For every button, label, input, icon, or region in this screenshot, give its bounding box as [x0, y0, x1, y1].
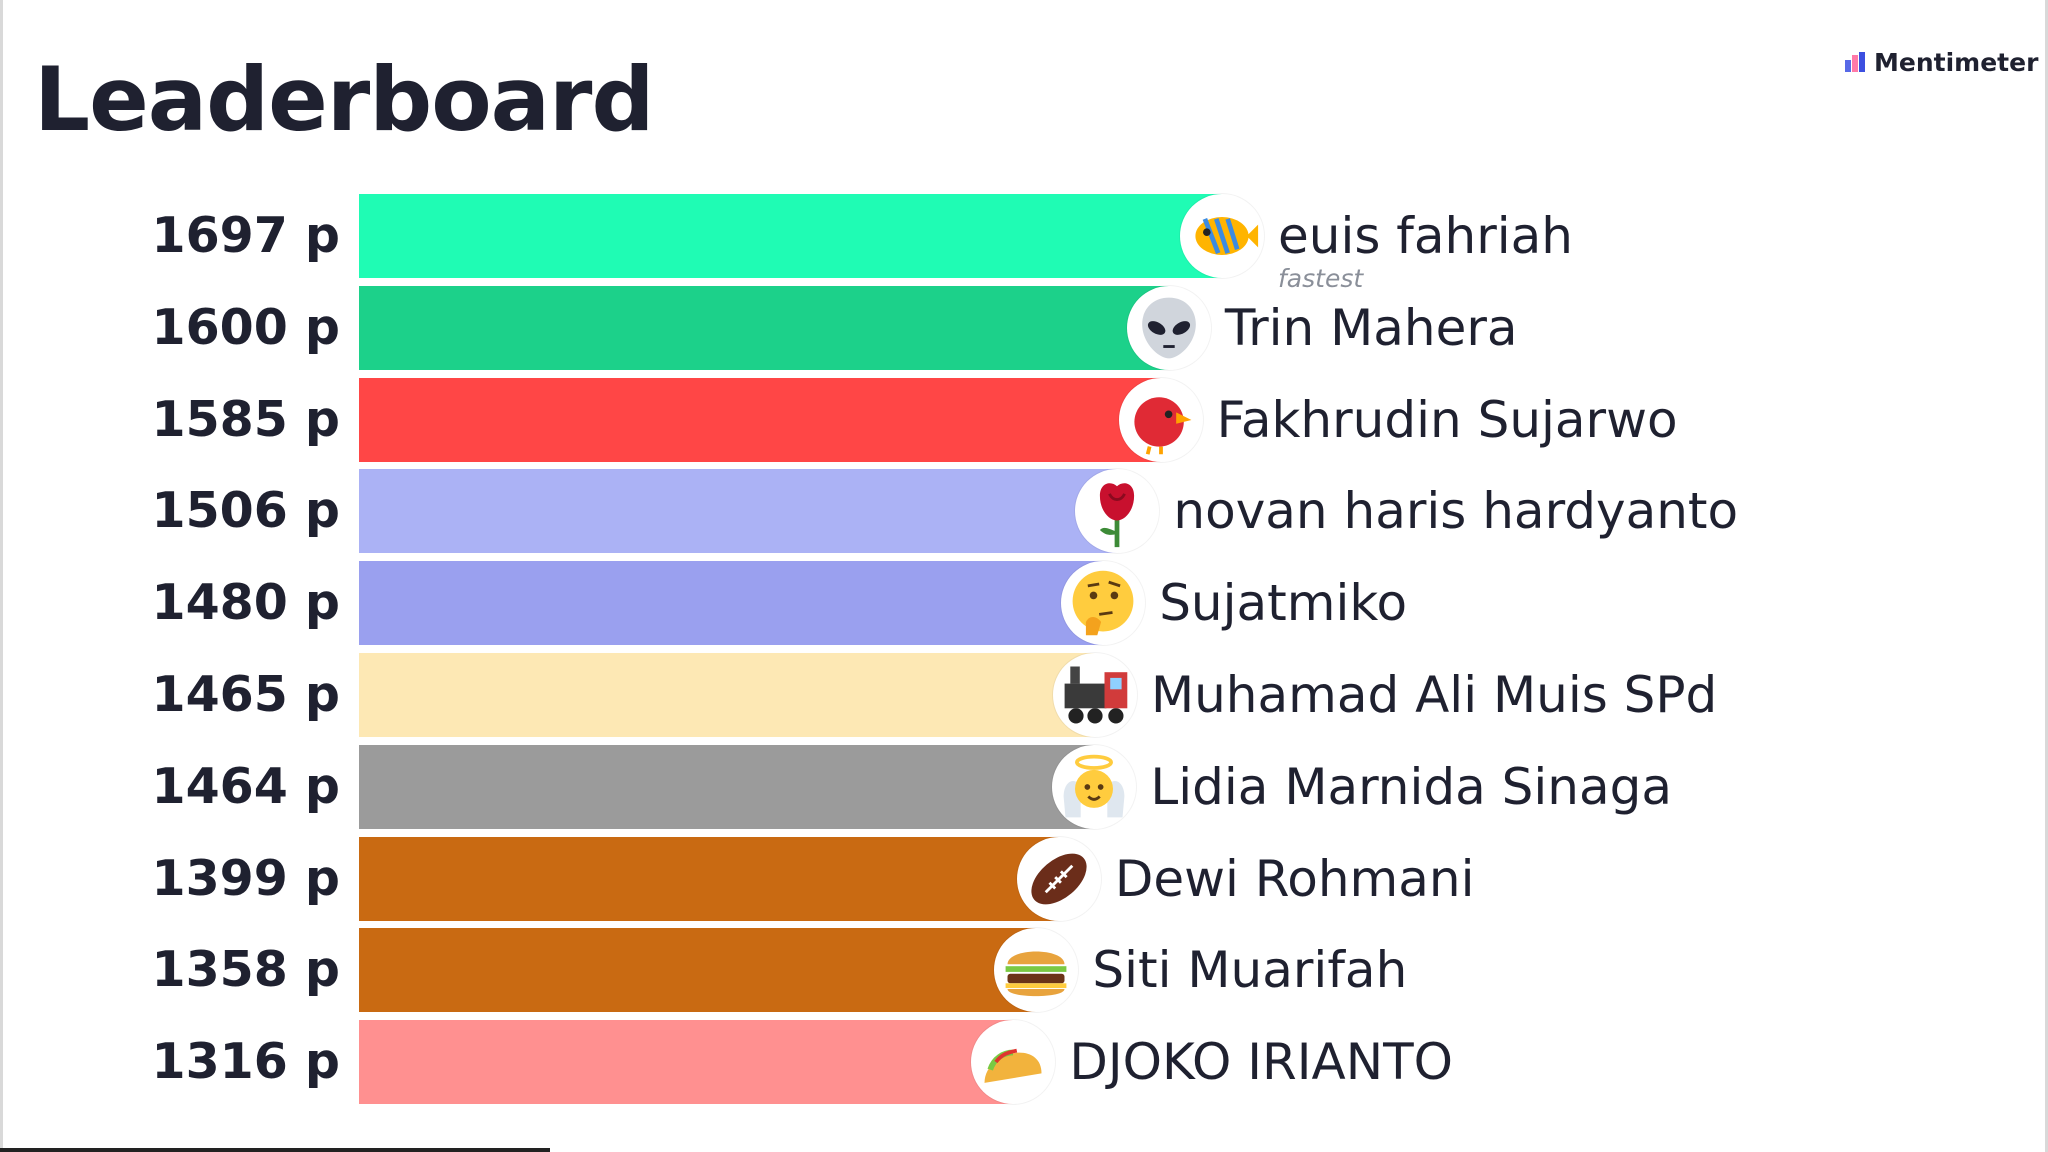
score-bar	[359, 653, 1095, 737]
score-label: 1697 p	[151, 207, 340, 264]
alien-icon	[1126, 286, 1211, 370]
score-bar	[359, 561, 1104, 645]
participant-name: Trin Mahera	[1224, 299, 1518, 357]
score-label: 1464 p	[151, 758, 340, 815]
score-bar	[359, 194, 1222, 278]
locomotive-icon	[1052, 653, 1137, 737]
thinking-face-icon	[1061, 561, 1146, 645]
frame-border-left	[0, 0, 3, 1152]
leaderboard-row: 1585 p Fakhrudin Sujarwo	[0, 378, 2048, 462]
score-bar	[359, 928, 1037, 1012]
score-label: 1399 p	[151, 850, 340, 907]
american-football-icon	[1016, 837, 1101, 921]
score-bar	[359, 1020, 1014, 1104]
mentimeter-logo-icon	[1845, 52, 1865, 72]
score-label: 1480 p	[151, 574, 340, 631]
participant-name: Lidia Marnida Sinaga	[1150, 758, 1672, 816]
score-label: 1506 p	[151, 482, 340, 539]
rose-icon	[1075, 469, 1160, 553]
progress-line	[0, 1148, 550, 1152]
brand-name: Mentimeter	[1874, 47, 2039, 77]
score-bar	[359, 378, 1161, 462]
taco-icon	[971, 1020, 1056, 1104]
score-bar	[359, 837, 1059, 921]
score-bar	[359, 745, 1095, 829]
brand-logo: Mentimeter	[1844, 46, 2038, 78]
leaderboard-row: 1480 p Sujatmiko	[0, 561, 2048, 645]
score-label: 1465 p	[151, 666, 340, 723]
score-label: 1316 p	[151, 1033, 340, 1090]
angel-icon	[1052, 745, 1137, 829]
leaderboard-row: 1358 p Siti Muarifah	[0, 928, 2048, 1012]
participant-name: Muhamad Ali Muis SPd	[1150, 666, 1718, 724]
leaderboard-row: 1600 p Trin Mahera	[0, 286, 2048, 370]
participant-name: euis fahriah	[1278, 207, 1573, 265]
leaderboard-row: 1506 p novan haris hardyanto	[0, 469, 2048, 553]
score-label: 1585 p	[151, 391, 340, 448]
participant-name: novan haris hardyanto	[1173, 482, 1739, 540]
hamburger-icon	[994, 928, 1079, 1012]
score-label: 1358 p	[151, 941, 340, 998]
leaderboard-row: 1316 p DJOKO IRIANTO	[0, 1020, 2048, 1104]
participant-name: DJOKO IRIANTO	[1069, 1033, 1454, 1091]
participant-name: Siti Muarifah	[1092, 941, 1408, 999]
participant-name: Sujatmiko	[1159, 574, 1408, 632]
score-bar	[359, 469, 1118, 553]
leaderboard-row: 1399 p Dewi Rohmani	[0, 837, 2048, 921]
leaderboard-row: 1465 p Muhamad Ali Muis SPd	[0, 653, 2048, 737]
leaderboard-row: 1464 p Lidia Marnida Sinaga	[0, 745, 2048, 829]
red-bird-icon	[1118, 378, 1203, 462]
tropical-fish-icon	[1180, 194, 1264, 278]
score-label: 1600 p	[151, 299, 340, 356]
participant-name: Fakhrudin Sujarwo	[1216, 391, 1678, 449]
page-title: Leaderboard	[34, 48, 654, 151]
leaderboard-row: 1697 p euis fahriah fastest	[0, 194, 2048, 293]
frame-border-right	[2045, 0, 2048, 1152]
leaderboard-list: 1697 p euis fahriah fastest 1600 p Trin …	[0, 194, 2048, 1112]
fastest-badge: fastest	[1278, 264, 1364, 293]
score-bar	[359, 286, 1169, 370]
participant-name: Dewi Rohmani	[1114, 850, 1475, 908]
